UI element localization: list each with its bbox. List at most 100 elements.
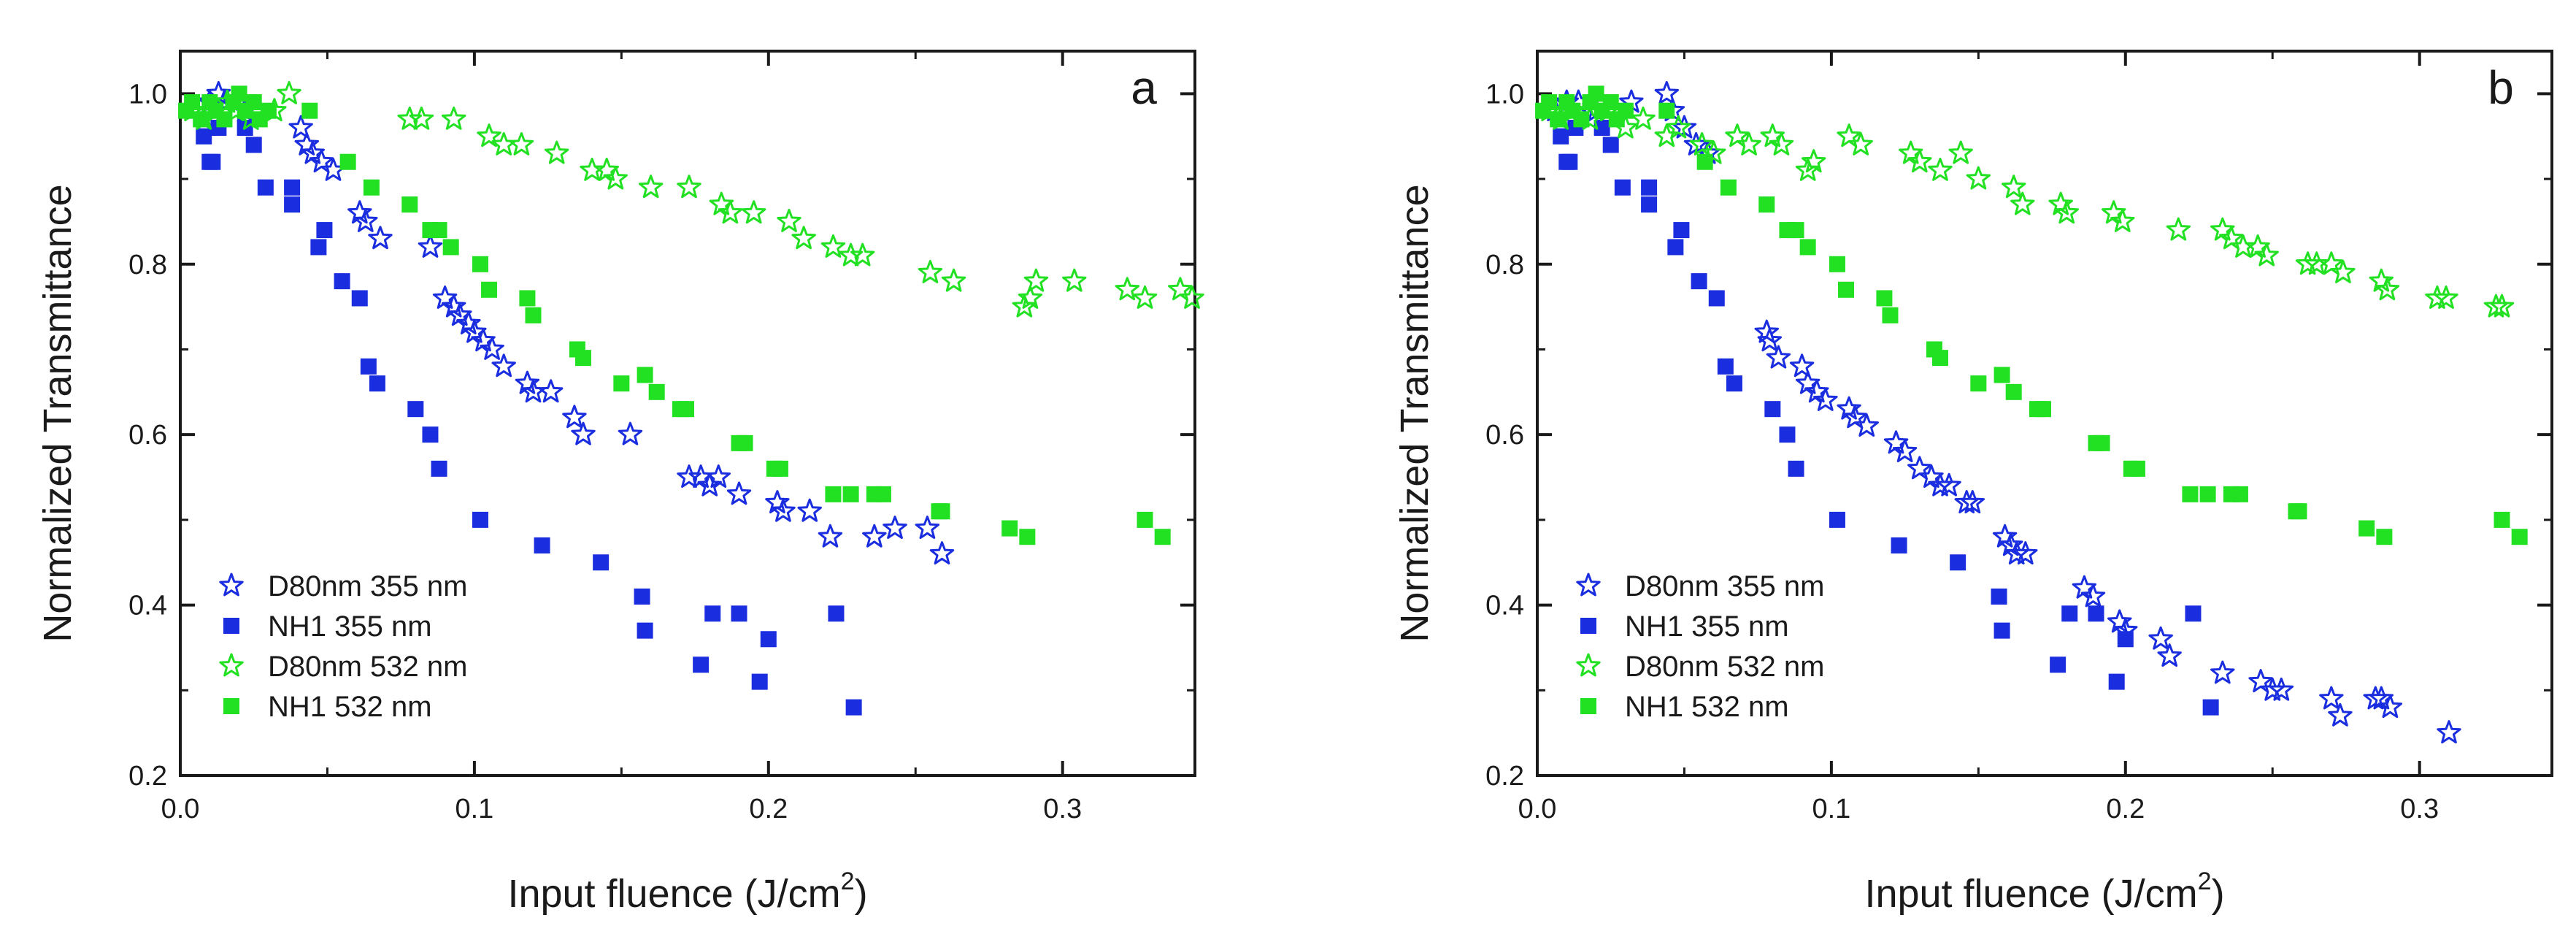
data-point: [418, 234, 443, 258]
series-3: [178, 85, 1171, 545]
data-point: [2054, 200, 2079, 224]
data-point: [2269, 677, 2294, 701]
data-point: [634, 588, 650, 605]
data-point: [797, 498, 822, 522]
data-point: [1180, 285, 1204, 309]
data-point: [562, 405, 587, 429]
data-point: [1907, 149, 1932, 173]
data-point: [368, 226, 393, 250]
data-point: [1717, 358, 1734, 375]
data-point: [1691, 273, 1707, 290]
data-point: [284, 196, 301, 213]
data-point: [1573, 111, 1590, 128]
y-axis-title: Normalized Transmittance: [36, 184, 80, 642]
data-point: [2434, 285, 2458, 309]
legend-label: D80nm 532 nm: [268, 651, 467, 683]
data-point: [1550, 111, 1566, 128]
y-tick-label: 0.6: [1485, 420, 1524, 451]
data-point: [284, 179, 301, 196]
data-point: [2034, 401, 2051, 418]
series-2: [1537, 98, 2515, 318]
data-point: [1132, 285, 1158, 309]
data-point: [2358, 520, 2375, 537]
data-point: [2010, 191, 2035, 215]
data-point: [1813, 388, 1838, 411]
data-point: [1779, 426, 1796, 443]
data-point: [2108, 673, 2125, 690]
y-tick-label: 0.2: [128, 761, 167, 792]
data-point: [718, 200, 743, 224]
data-point: [1641, 196, 1658, 213]
data-point: [2331, 259, 2356, 283]
data-point: [1993, 622, 2010, 639]
data-point: [1795, 157, 1820, 181]
x-axis-title-sup: 2: [841, 868, 855, 895]
data-point: [1737, 131, 1761, 156]
data-point: [571, 421, 596, 445]
data-point: [534, 537, 550, 554]
data-point: [771, 498, 796, 522]
data-point: [257, 179, 274, 196]
data-point: [2489, 294, 2515, 318]
data-point: [1837, 123, 1861, 148]
data-point: [2202, 699, 2219, 716]
data-point: [1696, 153, 1713, 170]
data-point: [2375, 277, 2400, 301]
data-point: [874, 486, 891, 502]
data-point: [538, 379, 564, 403]
data-point: [1588, 85, 1604, 102]
x-tick-label: 0.3: [1043, 794, 1082, 824]
x-tick-label: 0.3: [2400, 794, 2439, 824]
data-point: [2295, 251, 2321, 275]
legend-marker: [1580, 618, 1596, 634]
data-point: [2260, 677, 2285, 701]
data-point: [472, 256, 488, 272]
data-point: [442, 239, 459, 256]
data-point: [1876, 290, 1893, 307]
data-point: [2437, 720, 2461, 744]
data-point: [574, 350, 591, 367]
data-point: [751, 673, 768, 690]
data-point: [288, 115, 313, 139]
data-point: [1602, 137, 1619, 153]
data-point: [2219, 226, 2244, 250]
data-point: [1702, 140, 1726, 164]
data-point: [2080, 583, 2106, 608]
x-tick-label: 0.2: [749, 794, 788, 824]
data-point: [1854, 413, 1879, 437]
data-point: [431, 222, 447, 239]
data-point: [613, 375, 630, 392]
data-point: [216, 111, 233, 128]
data-point: [2254, 242, 2279, 267]
data-point: [260, 102, 277, 119]
data-point: [422, 426, 439, 443]
data-point: [339, 153, 356, 170]
legend-label: NH1 532 nm: [1625, 691, 1789, 723]
data-point: [2166, 217, 2191, 241]
data-point: [2002, 175, 2026, 199]
data-point: [2157, 643, 2182, 667]
x-axis-title-sup: 2: [2198, 868, 2212, 895]
data-point: [2511, 529, 2528, 545]
y-tick-label: 1.0: [1485, 79, 1524, 110]
data-point: [1757, 328, 1782, 352]
data-point: [1593, 120, 1610, 137]
series-3: [1535, 85, 2528, 545]
legend-marker: [219, 653, 244, 677]
data-point: [360, 358, 377, 375]
data-point: [883, 516, 907, 539]
data-point: [2148, 626, 2173, 650]
data-point: [184, 94, 201, 111]
data-point: [1764, 401, 1781, 418]
data-point: [2088, 605, 2104, 622]
data-point: [351, 290, 368, 307]
data-point: [2013, 541, 2038, 564]
data-point: [2328, 702, 2353, 727]
legend-label: NH1 532 nm: [268, 691, 432, 723]
legend-marker: [219, 573, 244, 597]
data-point: [638, 175, 664, 199]
data-point: [1658, 102, 1675, 119]
x-axis-title-close: ): [855, 872, 868, 916]
data-point: [677, 401, 694, 418]
